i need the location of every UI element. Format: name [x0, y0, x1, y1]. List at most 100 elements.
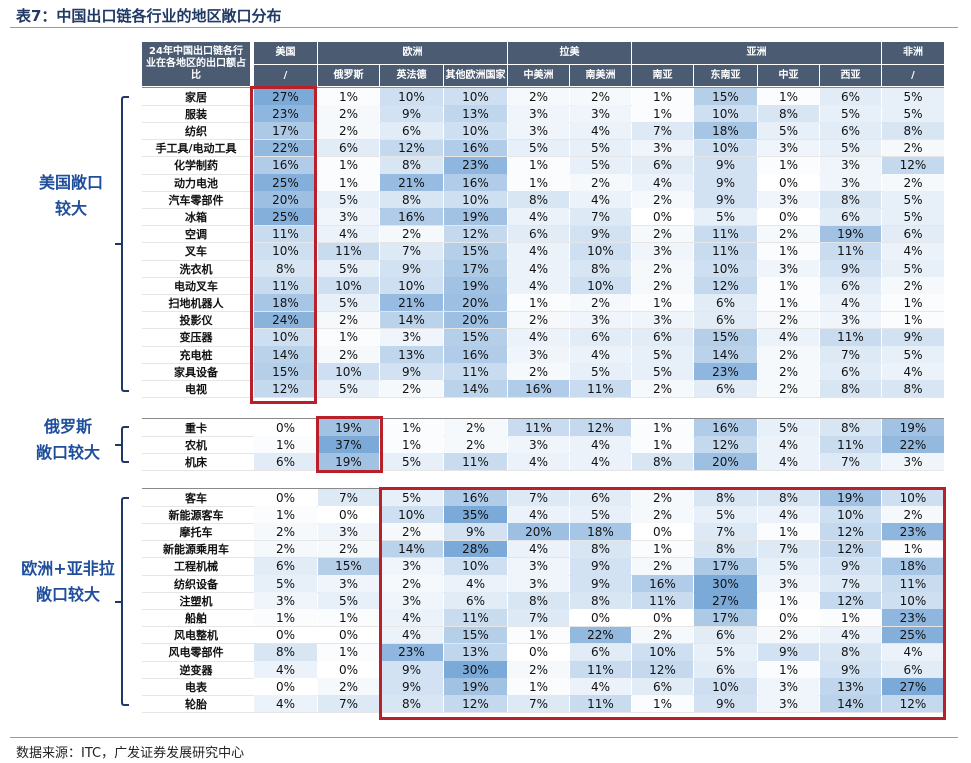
table-cell: 5% — [820, 139, 881, 157]
table-cell: 1% — [882, 540, 944, 558]
table-cell: 15% — [444, 626, 507, 644]
table-cell: 3% — [820, 156, 881, 174]
row-label: 冰箱 — [185, 210, 207, 224]
row-label: 电视 — [185, 382, 207, 396]
table-cell: 1% — [758, 156, 819, 174]
table-cell: 5% — [694, 506, 757, 524]
table-cell: 9% — [694, 695, 757, 713]
table-cell: 3% — [318, 523, 379, 541]
table-cell: 4% — [570, 122, 631, 140]
table-cell: 1% — [758, 88, 819, 106]
table-cell: 1% — [508, 156, 569, 174]
row-label: 纺织设备 — [174, 577, 218, 591]
table-cell: 9% — [570, 557, 631, 575]
table-cell: 4% — [508, 540, 569, 558]
table-cell: 10% — [444, 191, 507, 209]
table-cell: 3% — [758, 575, 819, 593]
table-cell: 11% — [820, 436, 881, 454]
table-cell: 5% — [570, 139, 631, 157]
table-cell: 28% — [444, 540, 507, 558]
table-cell: 3% — [318, 575, 379, 593]
table-cell: 2% — [632, 626, 693, 644]
table-cell: 0% — [508, 643, 569, 661]
table-cell: 3% — [380, 557, 443, 575]
table-cell: 13% — [444, 105, 507, 123]
table-cell: 8% — [508, 191, 569, 209]
table-cell: 6% — [380, 122, 443, 140]
table-cell: 2% — [632, 506, 693, 524]
table-cell: 4% — [380, 626, 443, 644]
table-cell: 1% — [508, 626, 569, 644]
table-cell: 5% — [570, 363, 631, 381]
table-cell: 6% — [882, 661, 944, 679]
table-cell: 30% — [444, 661, 507, 679]
table-cell: 12% — [882, 156, 944, 174]
table-cell: 11% — [318, 242, 379, 260]
table-cell: 5% — [882, 208, 944, 226]
table-cell: 7% — [820, 346, 881, 364]
table-cell: 1% — [508, 294, 569, 312]
group-label-line: 敞口较大 — [35, 585, 100, 604]
table-cell: 2% — [758, 346, 819, 364]
table-cell: 2% — [632, 489, 693, 507]
table-cell: 6% — [570, 643, 631, 661]
table-cell: 5% — [318, 260, 379, 278]
table-cell: 0% — [632, 208, 693, 226]
table-cell: 2% — [758, 363, 819, 381]
table-cell: 19% — [444, 277, 507, 295]
row-label: 手工具/电动工具 — [155, 142, 237, 156]
table-cell: 6% — [820, 88, 881, 106]
table-cell: 2% — [318, 540, 379, 558]
row-label: 家具设备 — [174, 365, 218, 379]
table-cell: 15% — [318, 557, 379, 575]
table-cell: 6% — [882, 225, 944, 243]
table-cell: 0% — [758, 208, 819, 226]
table-cell: 3% — [820, 174, 881, 192]
header-column: 南亚 — [632, 65, 693, 86]
table-cell: 16% — [444, 139, 507, 157]
header-group: 拉美 — [508, 42, 631, 64]
table-cell: 6% — [820, 122, 881, 140]
table-cell: 6% — [820, 208, 881, 226]
row-label: 风电零部件 — [168, 646, 224, 660]
table-cell: 9% — [380, 260, 443, 278]
table-cell: 5% — [380, 453, 443, 471]
table-cell: 10% — [820, 506, 881, 524]
table-cell: 6% — [254, 557, 317, 575]
table-cell: 3% — [318, 208, 379, 226]
table-cell: 14% — [820, 695, 881, 713]
table-cell: 10% — [254, 242, 317, 260]
table-cell: 7% — [318, 695, 379, 713]
table-cell: 9% — [694, 174, 757, 192]
table-cell: 11% — [570, 661, 631, 679]
table-cell: 0% — [632, 523, 693, 541]
source-note: 数据来源：ITC，广发证券发展研究中心 — [16, 746, 245, 761]
table-cell: 23% — [694, 363, 757, 381]
table-cell: 5% — [882, 346, 944, 364]
table-cell: 12% — [694, 436, 757, 454]
header-group: 亚洲 — [632, 42, 881, 64]
table-cell: 5% — [882, 88, 944, 106]
table-cell: 4% — [508, 453, 569, 471]
bracket-tip — [115, 444, 121, 446]
table-cell: 2% — [882, 506, 944, 524]
table-cell: 4% — [758, 436, 819, 454]
table-cell: 4% — [570, 346, 631, 364]
table-cell: 1% — [758, 661, 819, 679]
table-cell: 16% — [444, 489, 507, 507]
table-cell: 12% — [444, 695, 507, 713]
table-cell: 3% — [882, 453, 944, 471]
table-cell: 16% — [254, 156, 317, 174]
table-cell: 10% — [694, 105, 757, 123]
row-label: 充电桩 — [179, 348, 213, 362]
table-cell: 2% — [632, 557, 693, 575]
table-cell: 3% — [508, 436, 569, 454]
table-cell: 3% — [570, 311, 631, 329]
header-column: 英法德 — [380, 65, 443, 86]
table-cell: 8% — [380, 695, 443, 713]
table-cell: 2% — [380, 523, 443, 541]
row-label: 变压器 — [179, 331, 213, 345]
table-cell: 3% — [508, 122, 569, 140]
table-cell: 10% — [380, 88, 443, 106]
table-cell: 2% — [380, 225, 443, 243]
